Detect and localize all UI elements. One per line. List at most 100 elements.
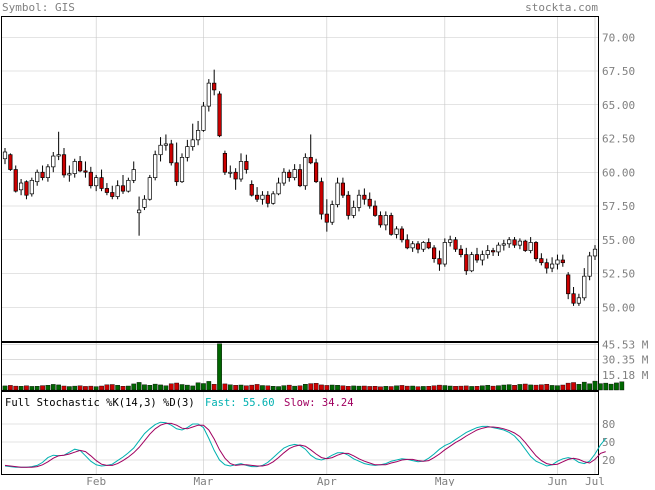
candle-body (195, 130, 201, 141)
candle-body (8, 154, 13, 170)
candle-body (378, 215, 383, 226)
candle (448, 235, 453, 247)
candle (324, 199, 329, 232)
candle (115, 180, 120, 200)
volume-bar (147, 385, 153, 391)
candle (142, 195, 147, 211)
candle-body (426, 242, 431, 249)
volume-bar (345, 386, 351, 391)
candle-body (271, 193, 276, 204)
candle (24, 180, 29, 200)
candle (335, 177, 340, 208)
candle (507, 237, 512, 248)
candle (254, 187, 260, 202)
volume-bar (131, 383, 137, 391)
candle (233, 168, 238, 190)
candle (147, 174, 152, 201)
price-tick-label: 57.50 (602, 200, 635, 213)
candle (517, 238, 523, 250)
candle (566, 272, 571, 300)
candle (319, 177, 324, 220)
volume-bar (313, 383, 319, 391)
candle-body (356, 194, 362, 208)
volume-bar (201, 383, 206, 391)
fast-legend: Fast: 55.60 (205, 397, 275, 409)
volume-bar (592, 380, 598, 391)
candle (276, 177, 281, 196)
candle (308, 134, 313, 165)
volume-bar (238, 384, 244, 391)
volume-bar (93, 386, 99, 391)
volume-bar (485, 385, 491, 391)
price-axis: 70.00 67.50 65.00 62.50 60.00 57.50 55.00 52.50… (602, 31, 635, 314)
candle-body (61, 154, 67, 176)
candle-body (233, 171, 238, 180)
candle-body (517, 240, 523, 246)
symbol-label: Symbol: GIS (2, 1, 75, 14)
volume-bar (324, 385, 330, 391)
candle-body (94, 177, 99, 187)
candle-body (67, 173, 72, 176)
volume-bar (394, 385, 399, 391)
volume-bar (61, 385, 67, 391)
volume-bar (168, 383, 174, 391)
stochastic-tick-label: 80 (602, 418, 615, 431)
price-tick-label: 62.50 (602, 133, 635, 146)
candle-body (566, 274, 571, 295)
month-tick-label: Feb (86, 475, 106, 486)
volume-bar (522, 383, 528, 391)
stochastic-title: Full Stochastic %K(14,3) %D(3) (5, 397, 195, 409)
volume-bar (185, 384, 190, 391)
stochastic-panel (1, 391, 599, 475)
candle (195, 120, 201, 146)
candle (163, 134, 169, 151)
candle-body (576, 297, 582, 304)
candle-body (212, 82, 217, 91)
price-tick-label: 50.00 (602, 301, 635, 314)
candle-body (147, 177, 152, 200)
stochastic-tick-label: 50 (602, 436, 615, 449)
candle-body (507, 239, 512, 245)
volume-bar (227, 384, 233, 391)
candle-body (549, 263, 555, 269)
candle (131, 161, 136, 184)
candle-body (464, 254, 469, 272)
candle-body (174, 162, 179, 183)
candle-body (190, 139, 195, 147)
candle-body (474, 254, 480, 261)
candle (120, 174, 126, 194)
candle (555, 254, 560, 270)
candle (35, 169, 40, 186)
candle (45, 164, 51, 182)
price-tick-label: 55.00 (602, 234, 635, 247)
volume-bar (8, 385, 13, 391)
month-tick-label: Mar (194, 475, 214, 486)
volume-bar (254, 384, 260, 391)
slow-line (4, 422, 606, 468)
candle (340, 177, 346, 198)
volume-bar (415, 386, 421, 391)
volume-tick-label: 45.53 M (602, 338, 649, 351)
candle-body (110, 192, 115, 197)
volume-bar (571, 382, 576, 391)
candle-body (281, 171, 287, 184)
volume-bar (453, 386, 458, 391)
candle (367, 192, 372, 209)
candle-body (587, 255, 592, 277)
candle-body (442, 242, 447, 265)
volume-bar (308, 383, 314, 391)
volume-bar (442, 385, 448, 391)
volume-bar (276, 386, 281, 391)
candle (544, 258, 549, 274)
volume-bar (517, 384, 523, 391)
volume-bar (506, 384, 512, 391)
candle (383, 211, 388, 231)
candle (179, 153, 185, 184)
candle-body (383, 215, 388, 226)
volume-bar (378, 386, 383, 391)
volume-bar (587, 383, 592, 391)
candle-body (485, 250, 490, 255)
fast-line (4, 421, 607, 468)
candle (415, 241, 421, 254)
